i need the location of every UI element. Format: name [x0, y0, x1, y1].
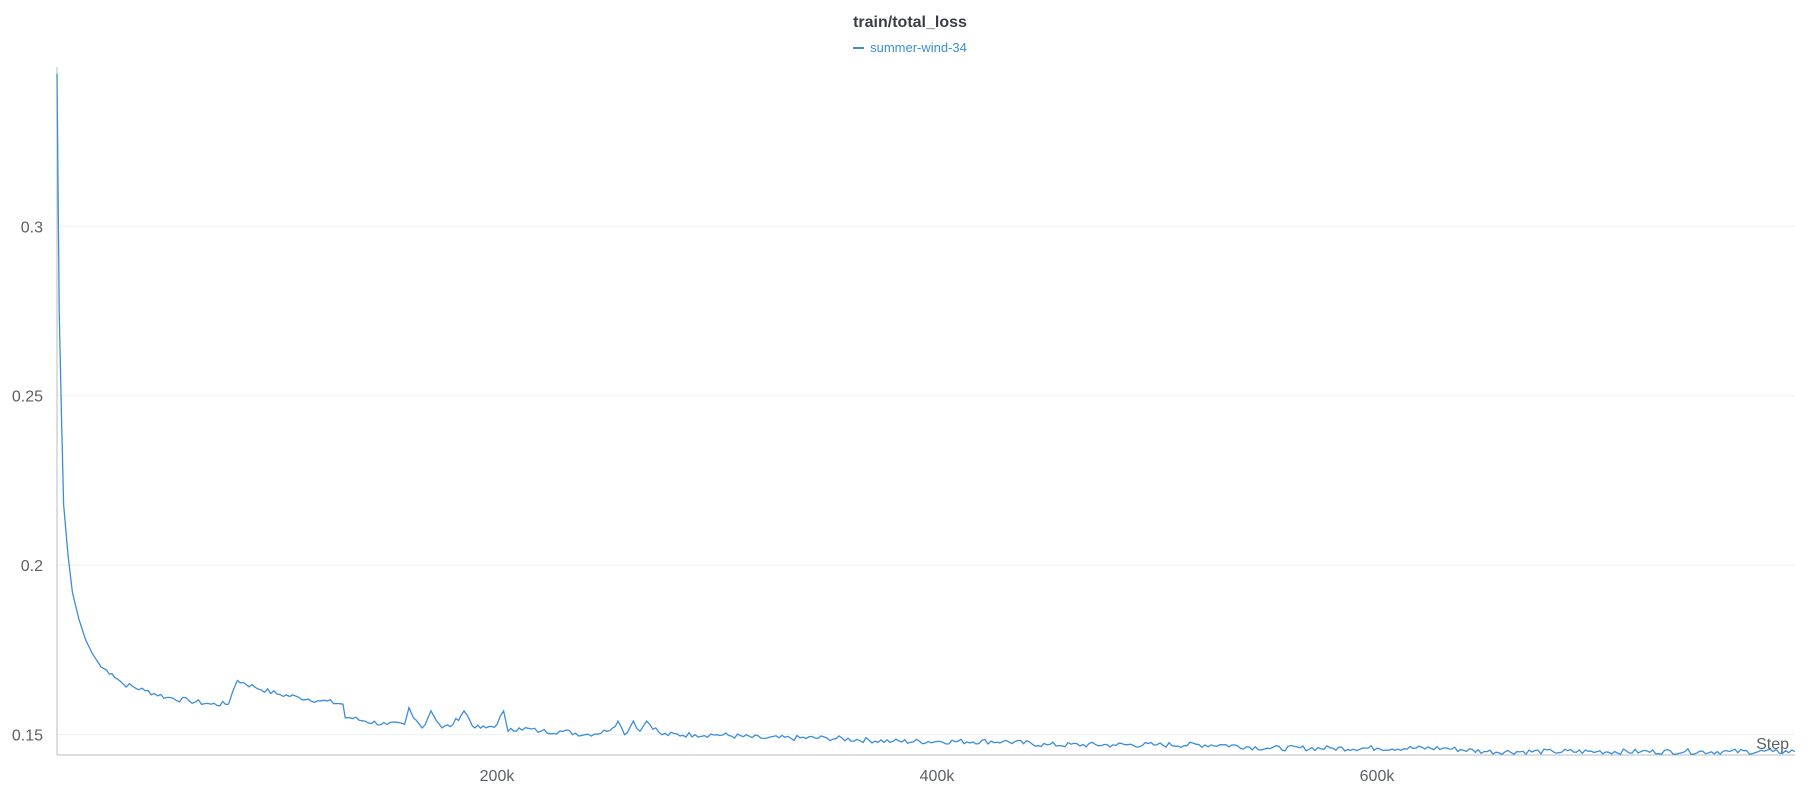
legend[interactable]: summer-wind-34 — [0, 40, 1820, 55]
grid-lines — [57, 225, 1795, 736]
x-tick-label: 400k — [920, 768, 956, 785]
x-tick-label: 200k — [480, 768, 516, 785]
x-tick-labels: 200k 400k 600k — [480, 768, 1396, 785]
y-tick-label: 0.3 — [21, 219, 43, 236]
legend-swatch — [853, 46, 865, 49]
x-axis-label: Step — [1756, 736, 1789, 753]
legend-label: summer-wind-34 — [870, 40, 967, 55]
series-line[interactable] — [56, 73, 1796, 756]
x-tick-label: 600k — [1360, 768, 1396, 785]
y-tick-label: 0.15 — [12, 728, 43, 745]
y-tick-label: 0.2 — [21, 558, 43, 575]
chart-title: train/total_loss — [853, 14, 967, 31]
y-tick-label: 0.25 — [12, 389, 43, 406]
y-tick-labels: 0.15 0.2 0.25 0.3 — [12, 219, 43, 744]
